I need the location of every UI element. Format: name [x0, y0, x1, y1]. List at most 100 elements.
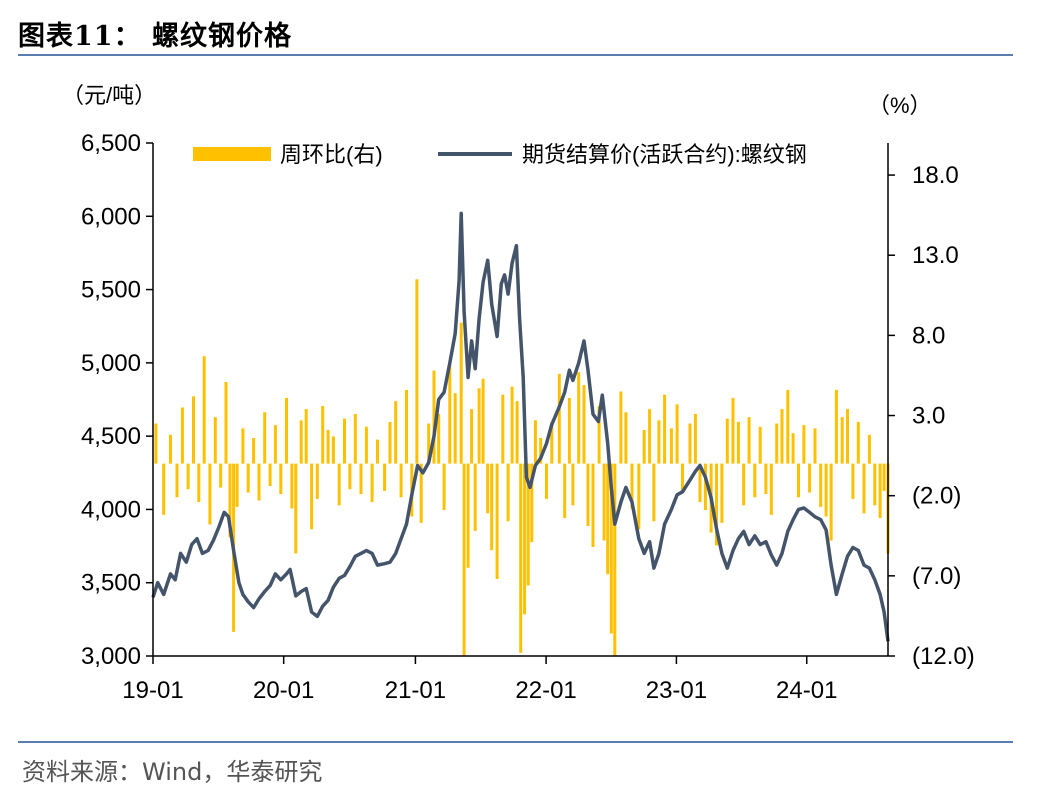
weekly-change-bar	[597, 405, 601, 464]
right-axis-tick-label: 3.0	[912, 403, 945, 430]
weekly-change-bar	[591, 463, 595, 547]
title-rule	[18, 54, 1013, 56]
weekly-change-bar	[802, 425, 806, 464]
weekly-change-bar	[693, 413, 697, 464]
weekly-change-bar	[228, 463, 232, 538]
weekly-change-bar	[642, 430, 646, 464]
weekly-change-bar	[725, 418, 729, 464]
weekly-change-bar	[337, 463, 341, 506]
left-axis-tick-label: 3,000	[81, 643, 141, 670]
weekly-change-bar	[376, 439, 379, 464]
settlement-price-line-group	[151, 211, 890, 642]
weekly-change-bar	[326, 430, 330, 464]
weekly-change-bar	[519, 463, 523, 653]
weekly-change-bar	[545, 463, 548, 499]
weekly-change-bar	[279, 463, 283, 495]
weekly-change-bar	[359, 463, 363, 495]
weekly-change-bar	[419, 463, 423, 523]
weekly-change-bar	[688, 423, 692, 464]
legend-bar-label: 周环比(右)	[280, 142, 383, 167]
left-axis-tick-label: 5,000	[81, 350, 141, 377]
weekly-change-bar	[878, 463, 882, 519]
weekly-change-bar	[834, 389, 838, 464]
right-axis-tick-label: (12.0)	[912, 643, 975, 670]
weekly-change-bar	[481, 378, 485, 464]
weekly-change-bar	[571, 463, 575, 506]
x-axis-tick-label: 23-01	[646, 677, 707, 704]
x-axis-tick-label: 22-01	[515, 677, 576, 704]
weekly-change-bar	[829, 463, 833, 541]
weekly-change-bar	[652, 463, 656, 522]
weekly-change-bar	[290, 463, 294, 509]
right-axis-tick-label: 18.0	[912, 162, 959, 189]
weekly-change-bar	[648, 409, 652, 464]
weekly-change-bar	[813, 428, 817, 464]
right-axis-tick-label: 13.0	[912, 242, 959, 269]
weekly-change-bar	[882, 463, 886, 491]
weekly-change-bar	[213, 417, 217, 464]
left-axis-tick-label: 4,000	[81, 496, 141, 523]
weekly-change-bar	[582, 385, 586, 464]
weekly-change-bar	[477, 388, 481, 464]
figure-title: 图表11： 螺纹钢价格	[18, 21, 292, 52]
weekly-change-bar	[180, 407, 184, 464]
right-axis-tick-label: (7.0)	[912, 563, 961, 590]
weekly-change-bar	[224, 381, 228, 464]
right-axis-unit: （%）	[868, 93, 932, 118]
weekly-change-bar	[663, 394, 667, 464]
x-axis-tick-label: 19-01	[122, 677, 183, 704]
weekly-change-bar	[197, 463, 201, 503]
weekly-change-bar	[758, 426, 762, 464]
weekly-change-bar	[304, 409, 308, 464]
weekly-change-bar	[192, 396, 195, 464]
axes: 3,000 3,500 4,000 4,500 5,000 5,500 6,000 6,500…	[81, 130, 975, 704]
weekly-change-bar	[399, 463, 403, 498]
weekly-change-bar	[437, 413, 441, 464]
weekly-change-bar	[808, 463, 812, 493]
weekly-change-bar	[533, 420, 537, 464]
weekly-change-bar	[162, 463, 166, 515]
weekly-change-bar	[427, 423, 431, 464]
weekly-change-bar	[742, 463, 746, 506]
weekly-change-bar	[530, 463, 534, 543]
weekly-change-bar	[819, 463, 823, 507]
weekly-change-bar	[619, 391, 623, 464]
weekly-change-bar	[669, 428, 673, 464]
weekly-change-bar	[364, 426, 368, 464]
weekly-change-bar	[791, 433, 795, 464]
weekly-change-bar	[219, 463, 223, 488]
weekly-change-bar	[753, 463, 757, 498]
weekly-change-bar	[577, 372, 581, 464]
weekly-change-bar	[175, 463, 179, 498]
weekly-change-bar	[299, 420, 303, 464]
legend-line-label: 期货结算价(活跃合约):螺纹钢	[522, 142, 807, 167]
weekly-change-bar	[840, 417, 844, 464]
weekly-change-bar	[824, 463, 828, 517]
weekly-change-bar	[321, 405, 325, 464]
weekly-change-bar	[851, 463, 855, 499]
weekly-change-bar	[490, 463, 494, 551]
weekly-change-bar	[731, 397, 735, 464]
weekly-change-bar	[846, 409, 849, 464]
weekly-change-bar	[348, 463, 352, 490]
weekly-change-bar	[550, 421, 554, 464]
weekly-change-bar	[703, 463, 707, 511]
legend-bar-swatch	[193, 147, 271, 161]
weekly-change-bar	[539, 438, 543, 464]
weekly-change-bar	[470, 409, 474, 464]
weekly-change-bar	[526, 463, 530, 586]
weekly-change-bar	[252, 438, 256, 464]
x-axis-tick-label: 20-01	[253, 677, 314, 704]
weekly-change-bar	[285, 397, 288, 464]
weekly-change-bar	[613, 463, 617, 656]
settlement-price-line	[151, 211, 890, 642]
weekly-change-bar	[515, 401, 519, 464]
left-axis-tick-label: 6,500	[81, 130, 141, 157]
weekly-change-bar	[501, 394, 505, 464]
legend: 周环比(右) 期货结算价(活跃合约):螺纹钢	[193, 142, 807, 167]
left-axis-unit: （元/吨）	[62, 83, 156, 108]
weekly-change-bar	[235, 463, 239, 507]
weekly-change-bar	[862, 463, 866, 514]
weekly-change-bar	[294, 463, 298, 554]
weekly-change-bar	[567, 397, 571, 464]
